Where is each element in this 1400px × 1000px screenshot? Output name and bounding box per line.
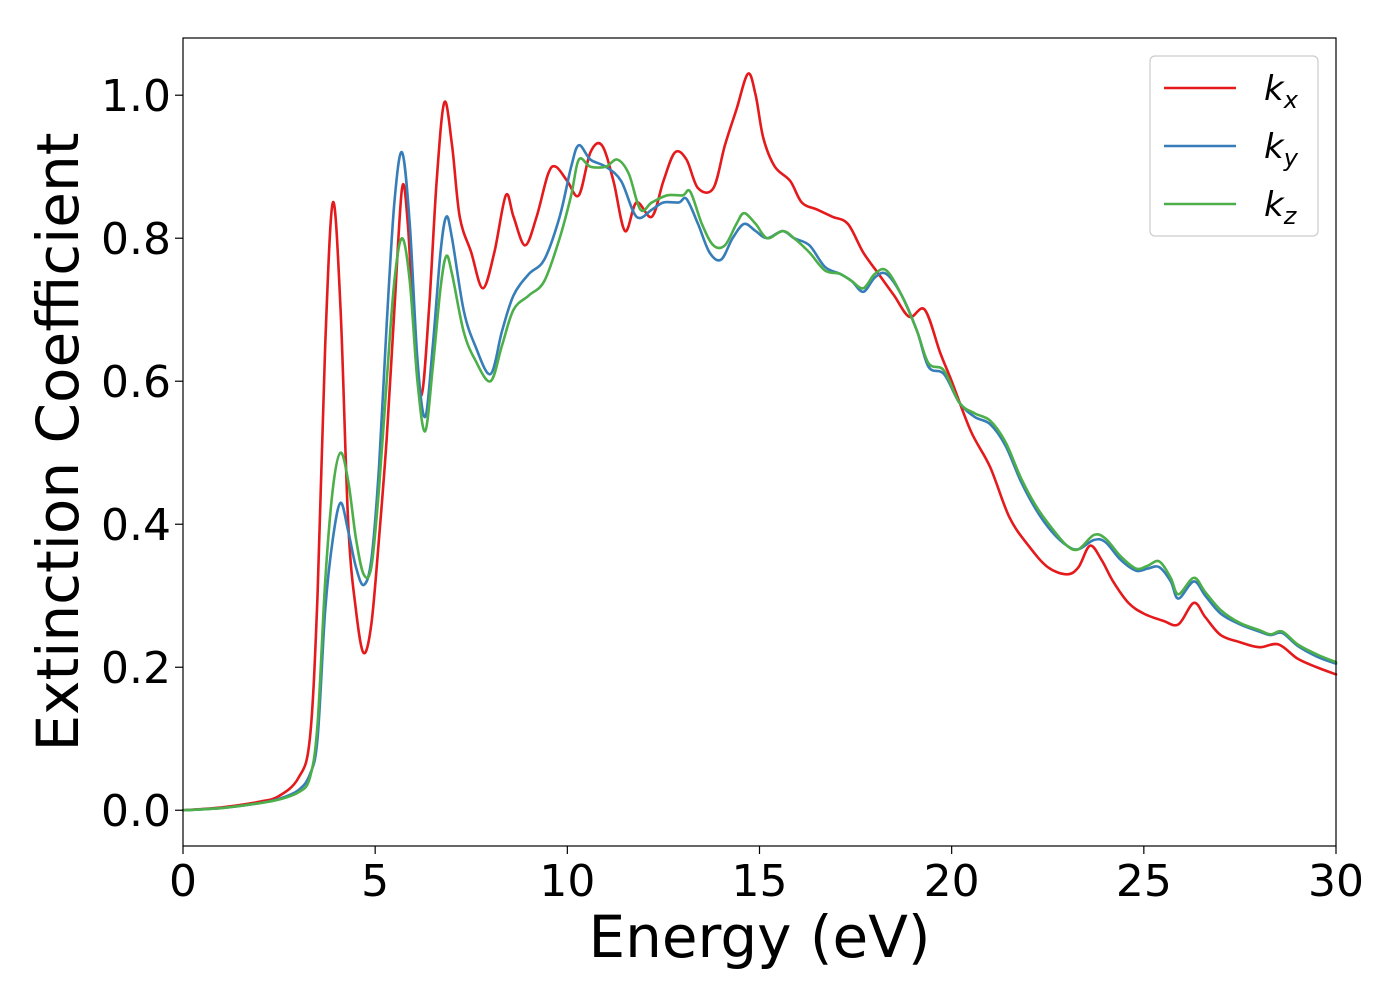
series-line-k-z [181, 157, 1338, 812]
legend-items: kx ky kz [1164, 69, 1299, 230]
legend-label-k-y: ky [1264, 127, 1299, 172]
legend-label-k-z: kz [1264, 185, 1298, 230]
y-tick-label: 0.4 [101, 500, 171, 551]
legend: kx ky kz [1149, 55, 1319, 237]
x-tick-label: 10 [539, 856, 595, 907]
axis-ticks: 0 5 10 15 20 25 30 0.0 0.2 0.4 0.6 0.8 1.0 [101, 71, 1364, 907]
x-tick-label: 5 [361, 856, 389, 907]
x-axis-title: Energy (eV) [588, 903, 930, 971]
x-tick-label: 0 [169, 856, 197, 907]
y-axis-title: Extinction Coefficient [24, 133, 92, 752]
x-tick-label: 20 [924, 856, 980, 907]
y-tick-label: 1.0 [101, 71, 171, 122]
series-line-k-x [181, 72, 1338, 812]
series-line-k-y [181, 143, 1338, 812]
series-lines [181, 72, 1338, 812]
x-tick-label: 15 [732, 856, 788, 907]
x-tick-label: 30 [1308, 856, 1364, 907]
y-tick-label: 0.8 [101, 214, 171, 265]
y-tick-label: 0.6 [101, 357, 171, 408]
legend-label-k-x: kx [1264, 69, 1299, 114]
y-tick-label: 0.0 [101, 786, 171, 837]
y-tick-label: 0.2 [101, 643, 171, 694]
x-tick-label: 25 [1116, 856, 1172, 907]
